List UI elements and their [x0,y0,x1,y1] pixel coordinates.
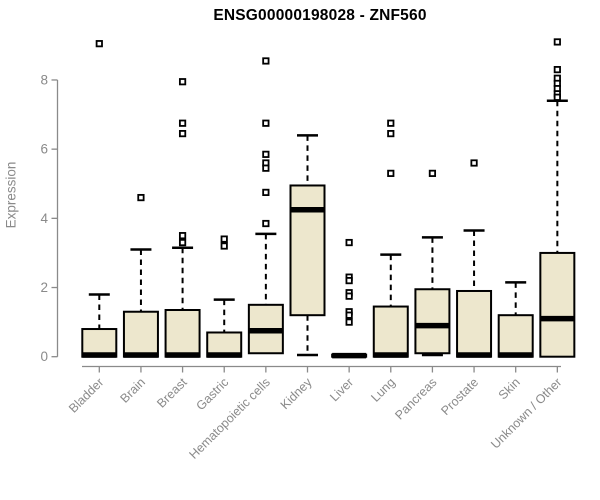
outlier-point [262,57,270,65]
chart-title: ENSG00000198028 - ZNF560 [213,7,427,24]
outlier-point [387,119,395,127]
outlier-point [553,93,561,101]
x-tick-label: Skin [496,375,523,402]
x-tick-label: Liver [327,375,356,404]
x-tick-label: Brain [118,375,149,406]
x-tick-label: Hematopoietic cells [186,375,273,462]
outlier-point [345,292,353,300]
outlier-point [553,66,561,74]
outlier-point [470,159,478,167]
y-tick-label: 6 [40,142,48,157]
y-tick-label: 8 [40,72,48,87]
iqr-box [414,288,451,355]
outlier-point [387,129,395,138]
iqr-box [539,251,576,358]
x-tick-label: Prostate [438,375,481,418]
y-tick-label: 0 [40,349,48,364]
x-tick-label: Pancreas [392,375,439,422]
outlier-point [178,129,187,138]
outlier-point [345,318,353,326]
outlier-point [178,232,187,240]
iqr-box [497,314,534,358]
x-tick-label: Lung [368,375,398,405]
iqr-box [456,289,493,358]
x-tick-label: Gastric [193,375,231,413]
outlier-point [262,219,270,228]
x-tick-label: Breast [154,375,190,411]
y-axis-label: Expression [3,161,19,229]
outlier-point [345,238,353,247]
outlier-point [137,193,145,202]
x-tick-label: Kidney [278,375,315,412]
outlier-point [262,164,270,172]
y-tick-label: 2 [40,280,48,295]
outlier-point [262,150,270,158]
outlier-point [178,78,187,86]
iqr-box [289,184,326,317]
outlier-point [262,119,270,127]
x-tick-label: Bladder [66,375,106,415]
outlier-point [95,40,103,48]
outlier-point [428,169,437,177]
outlier-point [178,119,187,127]
x-tick-label: Unknown / Other [488,375,564,451]
outlier-point [220,235,228,243]
outlier-point [387,169,395,177]
outlier-point [262,188,270,196]
outlier-point [178,238,187,247]
y-tick-label: 4 [40,211,48,226]
iqr-box [164,309,201,358]
iqr-box [122,310,159,358]
outlier-point [345,277,353,285]
outlier-point [220,242,228,250]
outlier-point [345,311,353,319]
outlier-point [553,38,561,46]
iqr-box [372,305,409,358]
